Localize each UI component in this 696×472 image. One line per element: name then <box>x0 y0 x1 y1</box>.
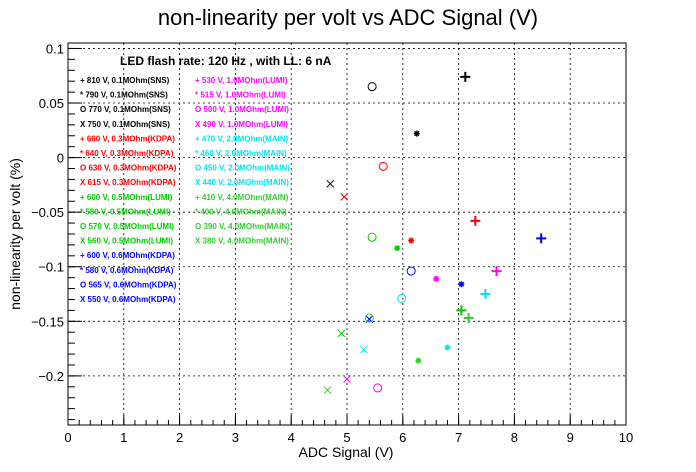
data-point-x <box>340 193 349 201</box>
data-point-circle <box>406 266 416 276</box>
legend-entry: + 530 V, 1.0MOhm(LUMI) <box>195 76 288 85</box>
legend-entry: X 440 V, 2.0MOhm(MAIN) <box>195 178 289 187</box>
legend-entry: X 560 V, 0.5MOhm(LUMI) <box>80 237 173 246</box>
legend-entry: + 600 V, 0.5MOhm(LUMI) <box>80 193 173 202</box>
legend-entry: * 460 V, 2.0MOhm(MAIN) <box>195 149 287 158</box>
y-tick-label: −0.15 <box>31 314 64 329</box>
data-point-star <box>433 275 440 282</box>
legend-entry: * 790 V, 0.1MOhm(SNS) <box>80 91 168 100</box>
chart-annotation: LED flash rate: 120 Hz , with LL: 6 nA <box>120 54 332 68</box>
data-point-plus <box>536 233 547 244</box>
x-tick-label: 7 <box>455 430 462 445</box>
y-tick-label: 0.05 <box>39 96 64 111</box>
data-point-x <box>359 345 368 354</box>
x-tick-label: 9 <box>567 430 574 445</box>
grid <box>68 43 626 425</box>
legend-entry: X 490 V, 1.0MOhm(LUMI) <box>195 120 288 129</box>
axis-tick-labels: 0 1 2 3 4 5 6 7 8 9 10 0.1 0.05 0 −0.05 −0.1 −0.15 −0.2 <box>31 41 633 445</box>
legend-entry: + 470 V, 2.0MOhm(MAIN) <box>195 134 289 143</box>
data-point-star <box>394 245 401 252</box>
data-point-circle <box>367 232 377 242</box>
legend-entry: * 515 V, 1.0MOhm(LUMI) <box>195 91 286 100</box>
y-tick-label: 0 <box>57 151 64 166</box>
legend-entry: O 450 V, 2.0MOhm(MAIN) <box>195 164 290 173</box>
x-tick-label: 3 <box>232 430 239 445</box>
legend-entry: X 615 V, 0.3MOhm(KDPA) <box>80 178 176 187</box>
legend-entry: O 570 V, 0.5MOhm(LUMI) <box>80 222 174 231</box>
legend-entry: * 580 V, 0.6MOhm(KDPA) <box>80 266 174 275</box>
x-tick-label: 4 <box>288 430 295 445</box>
x-tick-label: 2 <box>176 430 183 445</box>
y-tick-label: −0.05 <box>31 205 64 220</box>
legend-entry: O 770 V, 0.1MOhm(SNS) <box>80 105 171 114</box>
data-point-x <box>323 386 332 394</box>
x-tick-label: 1 <box>120 430 127 445</box>
axis-ticks <box>67 47 627 425</box>
legend-entry: + 660 V, 0.3MOhm(KDPA) <box>80 134 175 143</box>
legend-entry: * 640 V, 0.3MOhm(KDPA) <box>80 149 174 158</box>
data-point-star <box>444 344 451 351</box>
legend-entry: X 750 V, 0.1MOhm(SNS) <box>80 120 170 129</box>
y-tick-label: −0.1 <box>38 260 64 275</box>
x-tick-label: 0 <box>64 430 71 445</box>
legend-entry: + 600 V, 0.6MOhm(KDPA) <box>80 251 175 260</box>
x-tick-label: 10 <box>619 430 633 445</box>
data-points <box>323 71 547 394</box>
legend-entry: * 580 V, 0.5MOhm(LUMI) <box>80 207 171 216</box>
data-point-circle <box>364 313 374 323</box>
data-point-x <box>343 375 351 384</box>
data-point-x <box>337 329 346 338</box>
x-tick-label: 6 <box>399 430 406 445</box>
data-point-star <box>408 237 415 244</box>
data-point-plus <box>480 289 491 300</box>
legend-entry: O 630 V, 0.3MOhm(KDPA) <box>80 164 177 173</box>
x-tick-label: 5 <box>343 430 350 445</box>
legend-entry: * 400 V, 4.0MOhm(MAIN) <box>195 207 287 216</box>
legend-entry: O 500 V, 1.0MOhm(LUMI) <box>195 105 289 114</box>
x-tick-label: 8 <box>511 430 518 445</box>
data-point-x <box>326 179 335 188</box>
legend-entry: + 810 V, 0.1MOhm(SNS) <box>80 76 170 85</box>
legend-entry: X 380 V, 4.0MOhm(MAIN) <box>195 237 289 246</box>
data-point-plus <box>463 313 474 324</box>
data-point-plus <box>460 71 471 82</box>
data-point-circle <box>367 82 377 92</box>
data-point-circle <box>373 383 383 393</box>
data-point-plus <box>491 266 502 277</box>
data-point-plus <box>456 305 467 316</box>
legend-entry: O 390 V, 4.0MOhm(MAIN) <box>195 222 290 231</box>
data-point-circle <box>378 161 388 171</box>
x-axis-label: ADC Signal (V) <box>299 444 394 460</box>
y-axis-label: non-linearity per volt (%) <box>7 158 23 310</box>
data-point-circle <box>397 293 407 303</box>
y-tick-label: −0.2 <box>38 369 64 384</box>
data-point-star <box>458 281 465 288</box>
data-point-plus <box>470 215 481 226</box>
y-tick-label: 0.1 <box>46 41 64 56</box>
legend-entry: X 550 V, 0.6MOhm(KDPA) <box>80 295 176 304</box>
legend: + 810 V, 0.1MOhm(SNS) * 790 V, 0.1MOhm(SN… <box>80 76 290 304</box>
legend-entry: + 410 V, 4.0MOhm(MAIN) <box>195 193 289 202</box>
legend-entry: O 565 V, 0.6MOhm(KDPA) <box>80 280 177 289</box>
data-point-star <box>415 357 422 364</box>
chart-title: non-linearity per volt vs ADC Signal (V) <box>158 5 538 30</box>
data-point-star <box>413 130 420 137</box>
